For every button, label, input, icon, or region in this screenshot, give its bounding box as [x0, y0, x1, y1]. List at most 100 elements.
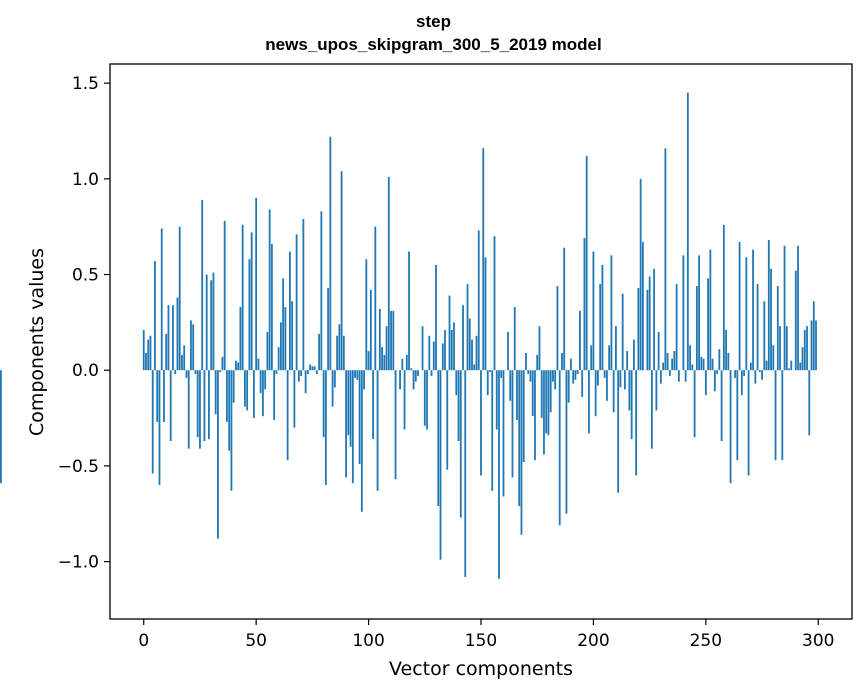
bar: [405, 354, 408, 371]
bar: [167, 305, 170, 371]
chart-title-line-2: news_upos_skipgram_300_5_2019 model: [265, 35, 602, 54]
bar: [237, 362, 240, 371]
bar: [729, 370, 732, 484]
bar: [608, 345, 611, 371]
bar: [659, 370, 662, 384]
bar: [208, 370, 210, 440]
y-tick-label: 1.0: [72, 170, 99, 190]
bar: [489, 370, 491, 373]
bar: [707, 278, 709, 371]
bar: [253, 370, 255, 419]
bar: [606, 370, 608, 401]
bar: [291, 301, 294, 371]
bar: [713, 370, 716, 392]
bar: [226, 370, 228, 422]
bar: [803, 330, 806, 371]
bar: [682, 255, 685, 371]
bar: [574, 370, 577, 380]
bar: [360, 370, 363, 512]
bar: [702, 358, 705, 371]
bar: [518, 370, 521, 507]
bar: [486, 370, 489, 396]
x-axis: 0 50 100 150 200 250 300: [138, 619, 834, 651]
bar: [558, 370, 561, 526]
bar: [531, 370, 534, 417]
bar: [495, 370, 498, 430]
bar: [718, 349, 721, 371]
bar: [617, 370, 620, 493]
bar: [810, 320, 813, 371]
bar: [689, 345, 692, 371]
bar: [410, 368, 413, 371]
bar: [176, 297, 179, 371]
x-tick-label: 250: [690, 631, 722, 651]
bar: [392, 310, 395, 371]
bar: [590, 345, 593, 371]
x-axis-label: Vector components: [389, 658, 573, 680]
bar: [615, 326, 617, 371]
bar: [430, 370, 433, 376]
bar: [315, 370, 318, 375]
bar: [612, 370, 615, 413]
bar: [219, 370, 222, 373]
bar: [428, 335, 431, 371]
bar: [462, 305, 464, 371]
bar: [740, 370, 743, 396]
bar: [630, 370, 633, 440]
bar: [158, 370, 161, 486]
bar: [381, 347, 383, 371]
bar: [576, 370, 579, 375]
bar: [738, 241, 741, 371]
bar: [239, 307, 242, 371]
bar: [349, 370, 352, 447]
bar: [756, 284, 759, 371]
bar: [181, 354, 183, 371]
x-tick-label: 0: [138, 631, 149, 651]
bar: [190, 320, 192, 371]
bar: [374, 226, 377, 371]
bar: [309, 364, 312, 371]
bar: [262, 370, 264, 417]
bar: [529, 370, 532, 382]
bar: [203, 370, 206, 442]
bar: [453, 322, 455, 371]
bar: [646, 289, 649, 371]
bar: [246, 370, 249, 411]
bar: [163, 370, 165, 422]
bar: [797, 245, 799, 371]
bar: [534, 370, 536, 461]
bar: [437, 370, 440, 507]
bar: [302, 219, 305, 371]
bar: [666, 352, 669, 371]
bar: [365, 259, 368, 371]
bar: [142, 330, 145, 371]
bar: [513, 307, 516, 371]
y-tick-label: 0.5: [72, 266, 99, 286]
bar: [255, 197, 258, 371]
bar: [592, 251, 595, 371]
y-axis-label: Components values: [26, 247, 48, 437]
bar: [635, 370, 638, 476]
bar: [556, 286, 559, 371]
bar: [493, 236, 496, 371]
bar: [603, 370, 606, 378]
y-axis: −1.0 −0.5 0.0 0.5 1.0 1.5: [58, 74, 110, 573]
bar: [324, 370, 327, 486]
bar: [432, 341, 435, 371]
bar: [743, 370, 745, 376]
bar: [295, 234, 298, 371]
bar: [444, 330, 446, 371]
bar: [655, 370, 658, 411]
bar: [293, 370, 296, 428]
bar: [677, 370, 680, 382]
bar: [704, 370, 707, 396]
bar: [196, 370, 199, 438]
bar: [662, 362, 665, 371]
bar: [457, 370, 460, 442]
bar: [378, 308, 381, 371]
x-tick-label: 200: [577, 631, 609, 651]
bar: [484, 257, 487, 371]
bar: [772, 345, 775, 371]
bar: [446, 370, 449, 470]
bar: [194, 370, 197, 375]
